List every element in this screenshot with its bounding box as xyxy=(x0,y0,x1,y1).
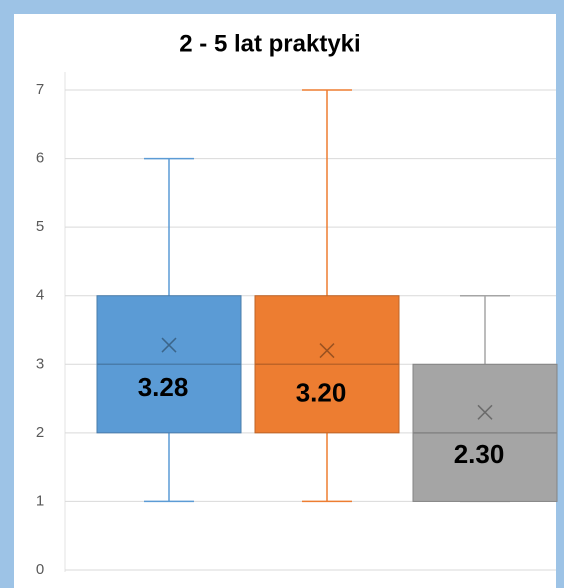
y-tick-label: 2 xyxy=(36,424,44,441)
data-label: 2.30 xyxy=(454,439,505,469)
y-tick-label: 3 xyxy=(36,355,44,372)
y-tick-label: 6 xyxy=(36,150,44,167)
y-tick-label: 4 xyxy=(36,287,44,304)
data-label: 3.20 xyxy=(296,377,347,407)
mean-marker xyxy=(161,337,177,353)
data-label: 3.28 xyxy=(138,372,189,402)
y-tick-label: 7 xyxy=(36,81,44,98)
y-tick-label: 1 xyxy=(36,492,44,509)
chart-title: 2 - 5 lat praktyki xyxy=(179,30,360,57)
mean-marker xyxy=(477,404,493,420)
mean-marker xyxy=(319,343,335,359)
y-tick-label: 5 xyxy=(36,218,44,235)
y-tick-label: 0 xyxy=(36,561,44,578)
